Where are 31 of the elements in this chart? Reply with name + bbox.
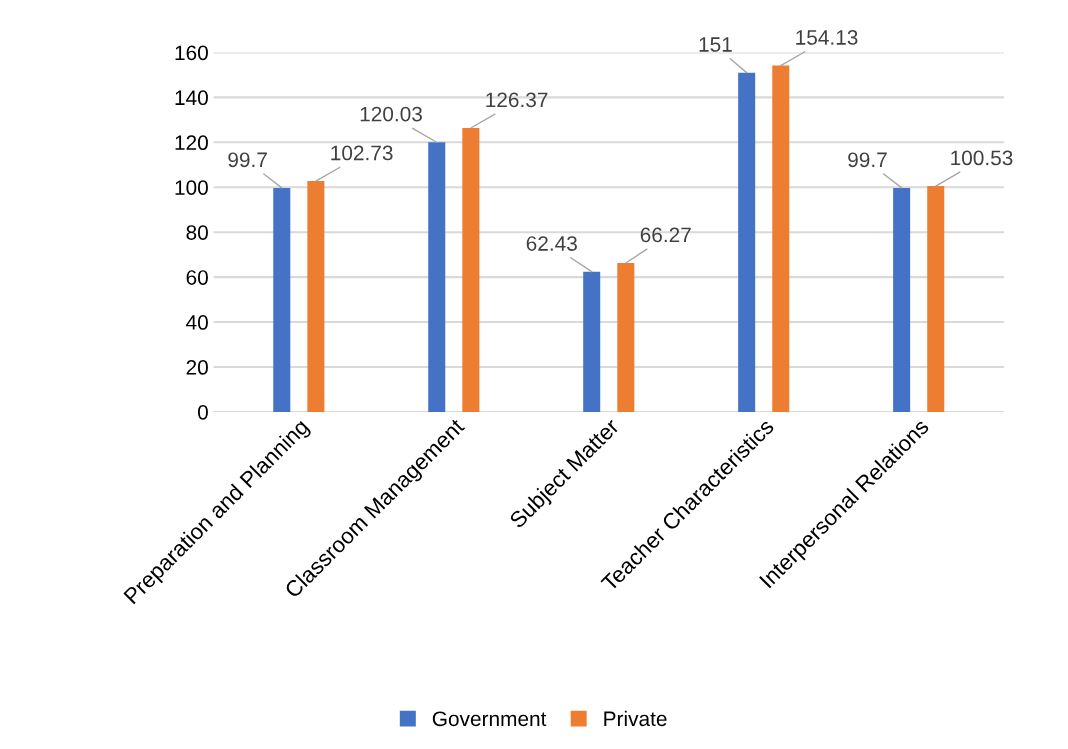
data-label: 151 xyxy=(699,37,732,52)
data-label: 126.37 xyxy=(486,92,548,108)
legend-label: Private xyxy=(604,710,667,727)
y-tick-label: 160 xyxy=(175,45,208,61)
y-tick-label: 120 xyxy=(175,135,208,151)
y-tick-label: 140 xyxy=(175,90,208,106)
bar xyxy=(927,186,945,412)
data-label: 99.7 xyxy=(228,152,267,168)
bar xyxy=(462,128,480,412)
y-tick-label: 100 xyxy=(175,180,208,195)
y-tick-label: 0 xyxy=(197,404,208,420)
legend-label: Government xyxy=(432,711,547,727)
bar xyxy=(772,65,790,412)
bar xyxy=(617,263,635,412)
y-tick-label: 40 xyxy=(186,315,208,330)
data-label: 62.43 xyxy=(526,236,577,251)
data-label: 102.73 xyxy=(331,145,393,161)
y-tick-label: 20 xyxy=(186,360,208,375)
y-tick-label: 80 xyxy=(186,225,208,240)
bar xyxy=(738,72,756,412)
data-label: 120.03 xyxy=(360,106,422,122)
data-label: 154.13 xyxy=(796,30,858,45)
bar xyxy=(307,181,325,412)
bar xyxy=(273,187,291,412)
bar xyxy=(893,187,911,412)
bar xyxy=(583,271,601,412)
bar xyxy=(428,142,446,412)
data-label: 100.53 xyxy=(951,150,1013,166)
y-tick-label: 60 xyxy=(186,270,208,285)
data-label: 99.7 xyxy=(848,152,887,168)
data-label: 66.27 xyxy=(640,227,691,243)
